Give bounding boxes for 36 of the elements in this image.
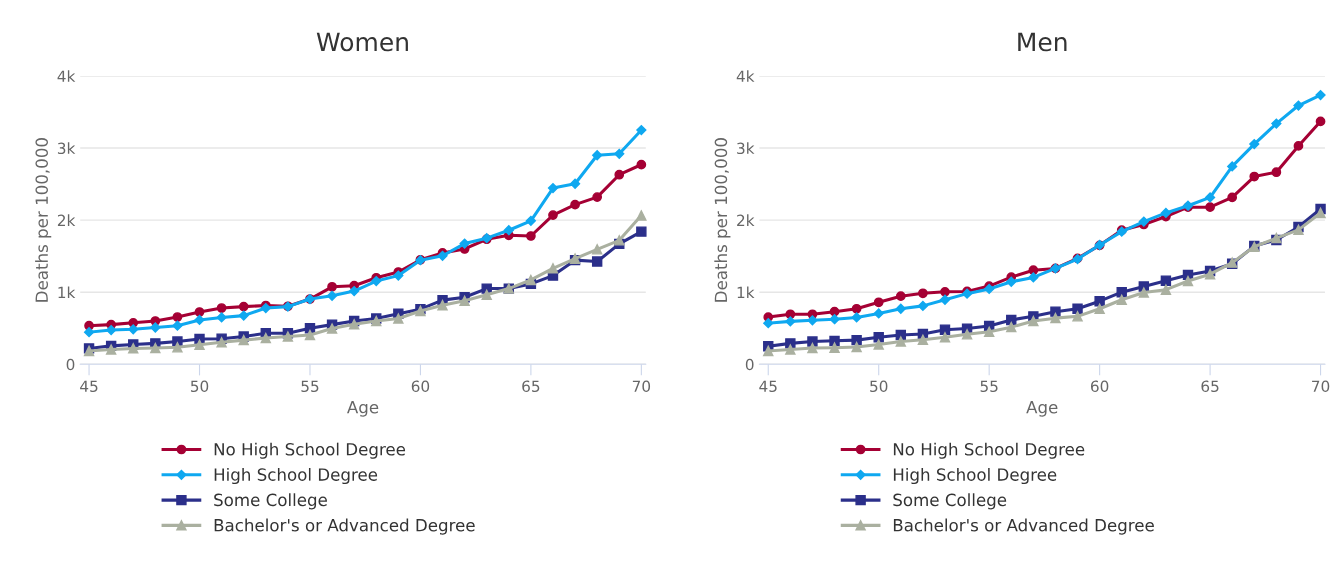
y-tick-label: 4k (57, 70, 76, 82)
x-tick-label: 50 (190, 380, 209, 393)
chart-title: Women (316, 32, 408, 52)
y-tick-label: 1k (737, 286, 755, 298)
x-tick-label: 60 (1090, 380, 1109, 393)
legend-label: Some College (214, 493, 327, 510)
legend-label: Bachelor's or Advanced Degree (893, 518, 1154, 535)
x-tick-label: 65 (1201, 380, 1219, 393)
y-tick-label: 3k (737, 142, 755, 155)
x-axis-title: Age (347, 401, 379, 417)
x-tick-label: 60 (411, 380, 430, 393)
y-axis-title: Deaths per 100,000 (714, 138, 731, 302)
legend-label: High School Degree (214, 467, 378, 485)
y-axis-title: Deaths per 100,000 (35, 138, 52, 302)
x-tick-label: 70 (1312, 380, 1330, 393)
y-tick-label: 2k (57, 214, 76, 226)
y-tick-label: 4k (736, 70, 755, 82)
chart-title: Men (1018, 32, 1067, 52)
x-tick-label: 65 (522, 380, 540, 393)
y-tick-label: 1k (58, 286, 76, 298)
y-tick-label: 3k (57, 142, 76, 155)
legend-label: No High School Degree (214, 442, 406, 459)
y-tick-label: 0 (745, 358, 754, 371)
x-tick-label: 55 (301, 380, 319, 393)
legend-label: No High School Degree (893, 442, 1085, 459)
legend-label: High School Degree (893, 467, 1057, 485)
x-tick-label: 50 (870, 380, 888, 393)
legend-label: Some College (893, 493, 1007, 510)
x-tick-label: 45 (759, 380, 777, 393)
x-tick-label: 70 (632, 380, 651, 393)
x-axis-title: Age (1026, 401, 1058, 417)
y-tick-label: 2k (737, 214, 755, 226)
y-tick-label: 0 (66, 358, 75, 371)
x-tick-label: 45 (80, 380, 98, 393)
legend-label: Bachelor's or Advanced Degree (214, 518, 475, 535)
x-tick-label: 55 (980, 380, 998, 393)
